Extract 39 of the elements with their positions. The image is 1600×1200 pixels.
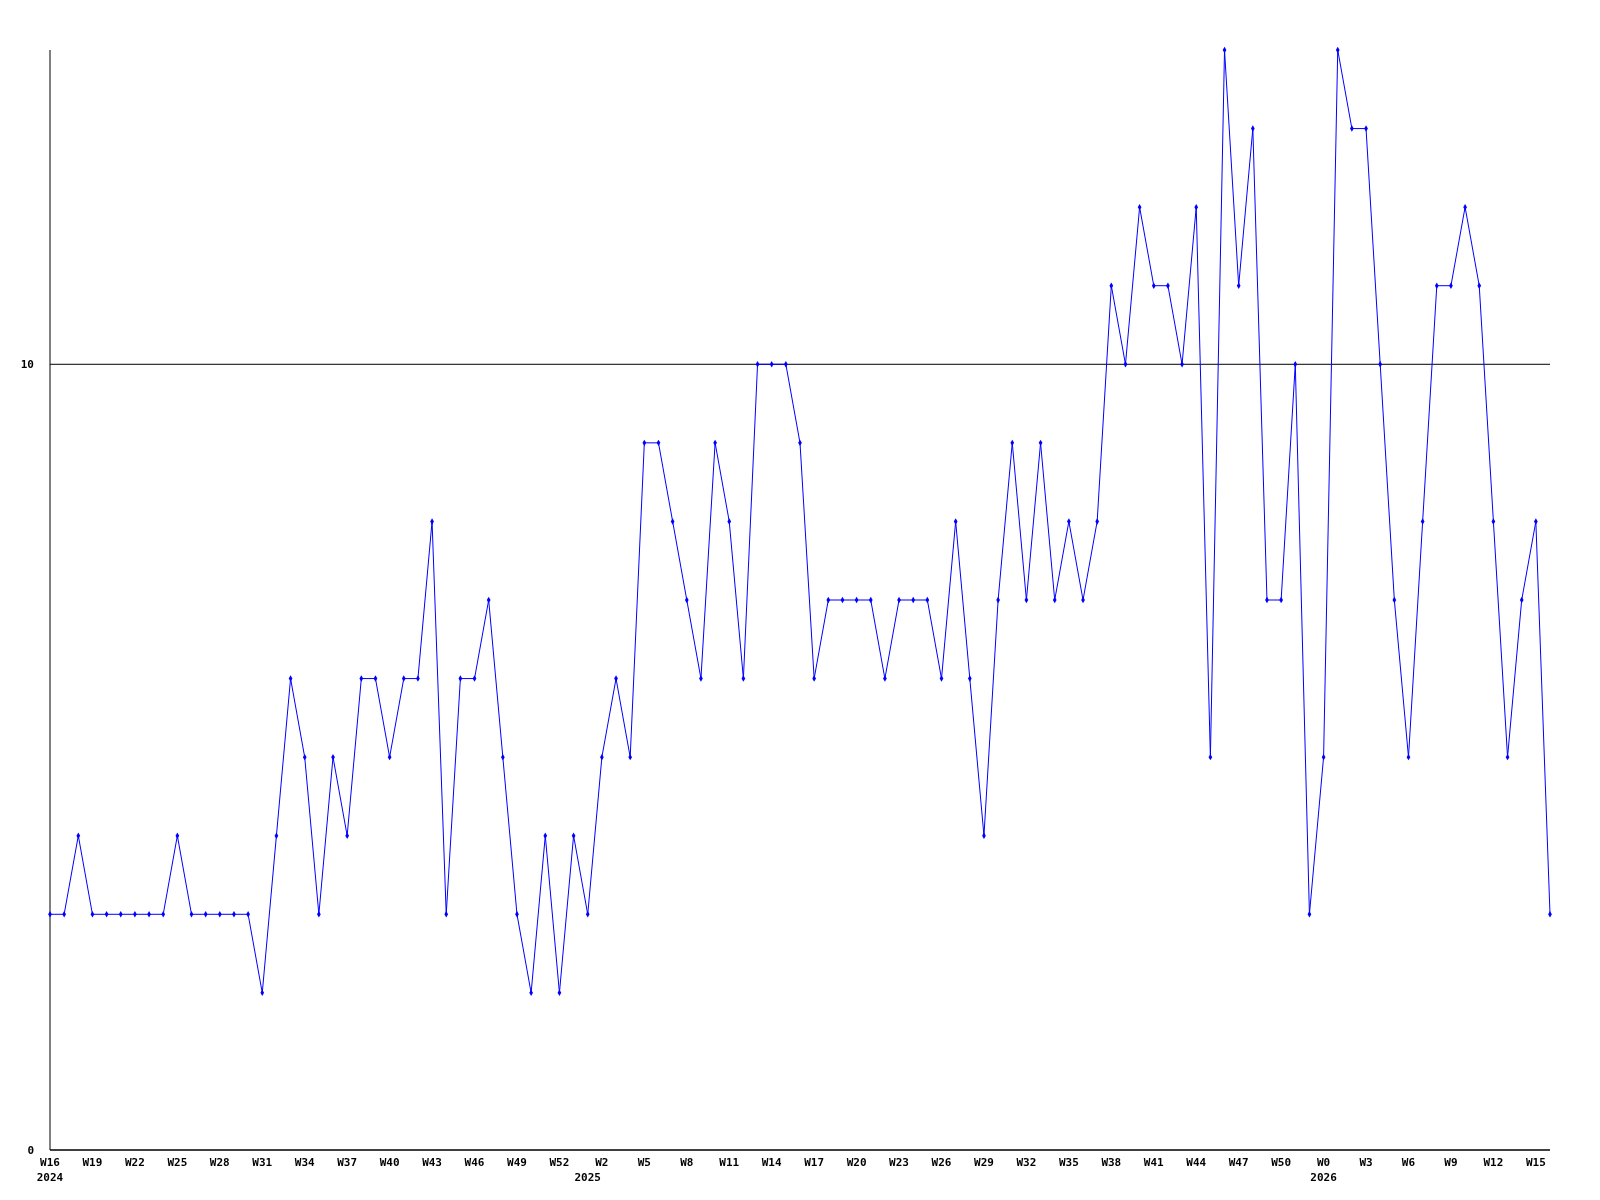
- x-tick-label: W34: [294, 1156, 316, 1169]
- x-tick-label: W46: [464, 1156, 485, 1169]
- x-tick-label: W28: [209, 1156, 230, 1169]
- x-tick-label: W38: [1101, 1156, 1122, 1169]
- x-tick-label: W8: [680, 1156, 694, 1169]
- x-tick-label: W52: [549, 1156, 570, 1169]
- x-tick-label: W26: [931, 1156, 952, 1169]
- x-tick-label: W14: [761, 1156, 783, 1169]
- x-tick-label: W19: [82, 1156, 103, 1169]
- x-tick-label: W0 2026: [1310, 1156, 1338, 1184]
- x-tick-label: W15: [1525, 1156, 1546, 1169]
- y-tick-label: 10: [20, 358, 34, 372]
- x-tick-label: W17: [804, 1156, 825, 1169]
- x-tick-label: W23: [889, 1156, 909, 1169]
- x-tick-label: W50: [1271, 1156, 1292, 1169]
- x-tick-label: W11: [719, 1156, 740, 1169]
- y-tick-label: 0: [27, 1144, 34, 1157]
- x-tick-label: W37: [337, 1156, 358, 1169]
- x-tick-label: W43: [422, 1156, 443, 1169]
- x-tick-label: W3: [1359, 1156, 1373, 1169]
- x-tick-label: W41: [1143, 1156, 1165, 1169]
- x-tick-label: W29: [974, 1156, 994, 1169]
- x-tick-label: W22: [124, 1156, 145, 1169]
- x-tick-label: W6: [1401, 1156, 1416, 1169]
- x-tick-label: W2: [595, 1156, 609, 1169]
- x-tick-label: W35: [1058, 1156, 1079, 1169]
- x-tick-label: W9: [1444, 1156, 1458, 1169]
- x-tick-label: W31: [252, 1156, 273, 1169]
- x-tick-label: W16 2024: [36, 1156, 64, 1184]
- x-tick-label: 2025: [574, 1171, 601, 1184]
- x-tick-label: W40: [379, 1156, 400, 1169]
- x-tick-label: W32: [1016, 1156, 1037, 1169]
- x-tick-label: W5: [637, 1156, 651, 1169]
- x-tick-label: W12: [1483, 1156, 1504, 1169]
- x-tick-label: W47: [1228, 1156, 1249, 1169]
- x-tick-label: W20: [846, 1156, 867, 1169]
- x-tick-label: W49: [507, 1156, 527, 1169]
- x-tick-label: W44: [1186, 1156, 1207, 1169]
- x-tick-label: W25: [167, 1156, 188, 1169]
